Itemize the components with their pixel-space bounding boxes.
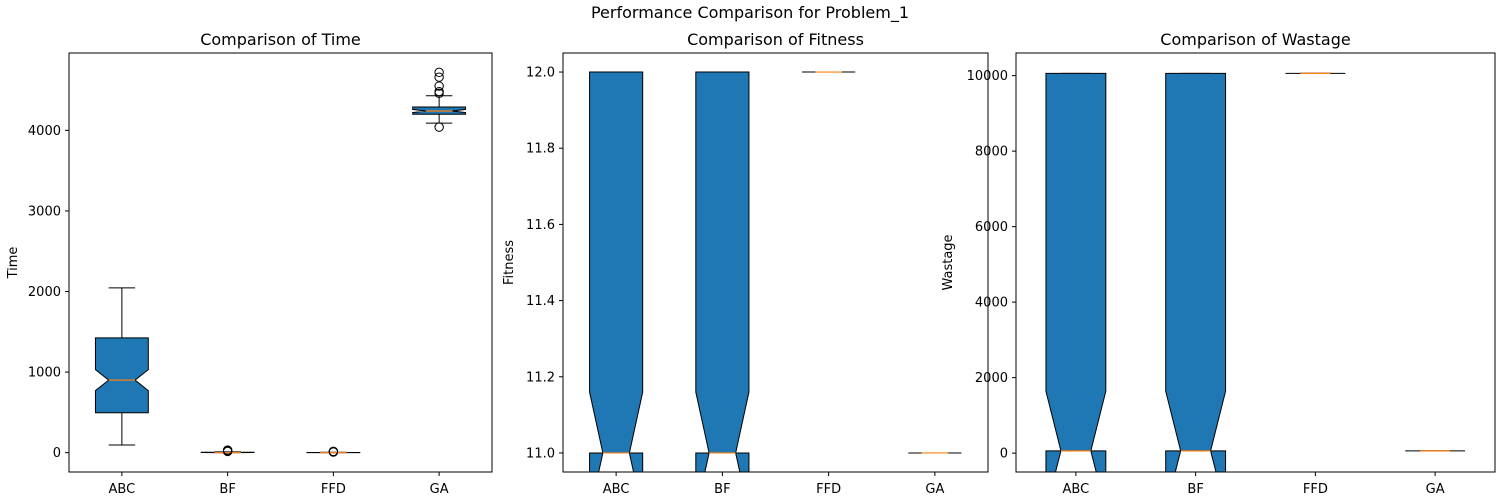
box-body <box>94 337 149 414</box>
y-axis-label: Wastage <box>941 234 956 290</box>
outlier-point <box>328 446 339 457</box>
y-tick-label: 3000 <box>28 204 61 219</box>
x-tick-label-bf: BF <box>714 482 730 497</box>
box-body <box>1165 72 1227 472</box>
box-bf <box>200 445 255 457</box>
y-tick-label: 11.4 <box>526 294 555 309</box>
y-tick-label: 11.8 <box>526 142 555 157</box>
box-bf <box>695 71 750 472</box>
box-bf <box>1165 72 1227 472</box>
x-tick-label-ga: GA <box>925 482 944 497</box>
panel-2: Comparison of Fitness Fitness 11.0 11.2 11.4… <box>502 30 989 497</box>
box-abc <box>589 71 644 472</box>
box-abc <box>94 287 149 446</box>
x-tick-label-abc: ABC <box>1063 482 1090 497</box>
outlier-point <box>434 67 444 78</box>
y-tick-label: 8000 <box>975 145 1008 160</box>
box-ga <box>412 67 467 132</box>
y-tick-label: 6000 <box>975 220 1008 235</box>
y-tick-label: 11.6 <box>526 218 555 233</box>
x-tick-label-ga: GA <box>430 482 449 497</box>
x-tick-label-ga: GA <box>1426 482 1445 497</box>
x-tick-label-ffd: FFD <box>321 482 346 497</box>
x-tick-label-abc: ABC <box>603 482 630 497</box>
axes-frame <box>68 52 493 473</box>
y-tick-label: 0 <box>1000 447 1008 462</box>
axes-frame <box>1015 52 1496 473</box>
panel-3: Comparison of Wastage Wastage 0 2000 4000 600… <box>941 30 1496 497</box>
y-tick-label: 11.0 <box>526 446 555 461</box>
y-tick-label: 10000 <box>967 69 1008 84</box>
y-tick-label: 11.2 <box>526 370 555 385</box>
figure-suptitle: Performance Comparison for Problem_1 <box>591 3 909 23</box>
y-tick-label: 1000 <box>28 366 61 381</box>
y-tick-label: 4000 <box>28 124 61 139</box>
box-body <box>1045 72 1107 472</box>
y-tick-label: 2000 <box>975 371 1008 386</box>
box-body <box>695 71 750 472</box>
outlier-point <box>434 86 444 97</box>
panel-title: Comparison of Time <box>200 30 361 49</box>
panel-title: Comparison of Fitness <box>687 30 864 49</box>
y-tick-label: 4000 <box>975 296 1008 311</box>
y-tick-label: 12.0 <box>526 66 555 81</box>
outlier-point <box>434 122 444 132</box>
plot-area <box>1045 72 1466 472</box>
outlier-point <box>222 445 233 455</box>
x-tick-label-bf: BF <box>1187 482 1203 497</box>
box-body <box>589 71 644 472</box>
x-tick-label-ffd: FFD <box>1303 482 1328 497</box>
panel-1: Comparison of Time Time 0 1000 2000 3000 4000 A… <box>6 30 493 497</box>
x-tick-label-abc: ABC <box>109 482 136 497</box>
box-ffd <box>306 446 361 457</box>
y-tick-label: 2000 <box>28 285 61 300</box>
y-axis-label: Time <box>6 247 21 280</box>
box-abc <box>1045 72 1107 472</box>
plot-area <box>589 71 962 472</box>
x-tick-label-bf: BF <box>219 482 235 497</box>
panel-title: Comparison of Wastage <box>1160 30 1350 49</box>
y-axis-label: Fitness <box>502 240 517 285</box>
outlier-point <box>434 72 444 82</box>
axes-frame <box>562 52 989 473</box>
x-tick-label-ffd: FFD <box>816 482 841 497</box>
y-tick-label: 0 <box>53 446 61 461</box>
plot-area <box>94 67 467 457</box>
